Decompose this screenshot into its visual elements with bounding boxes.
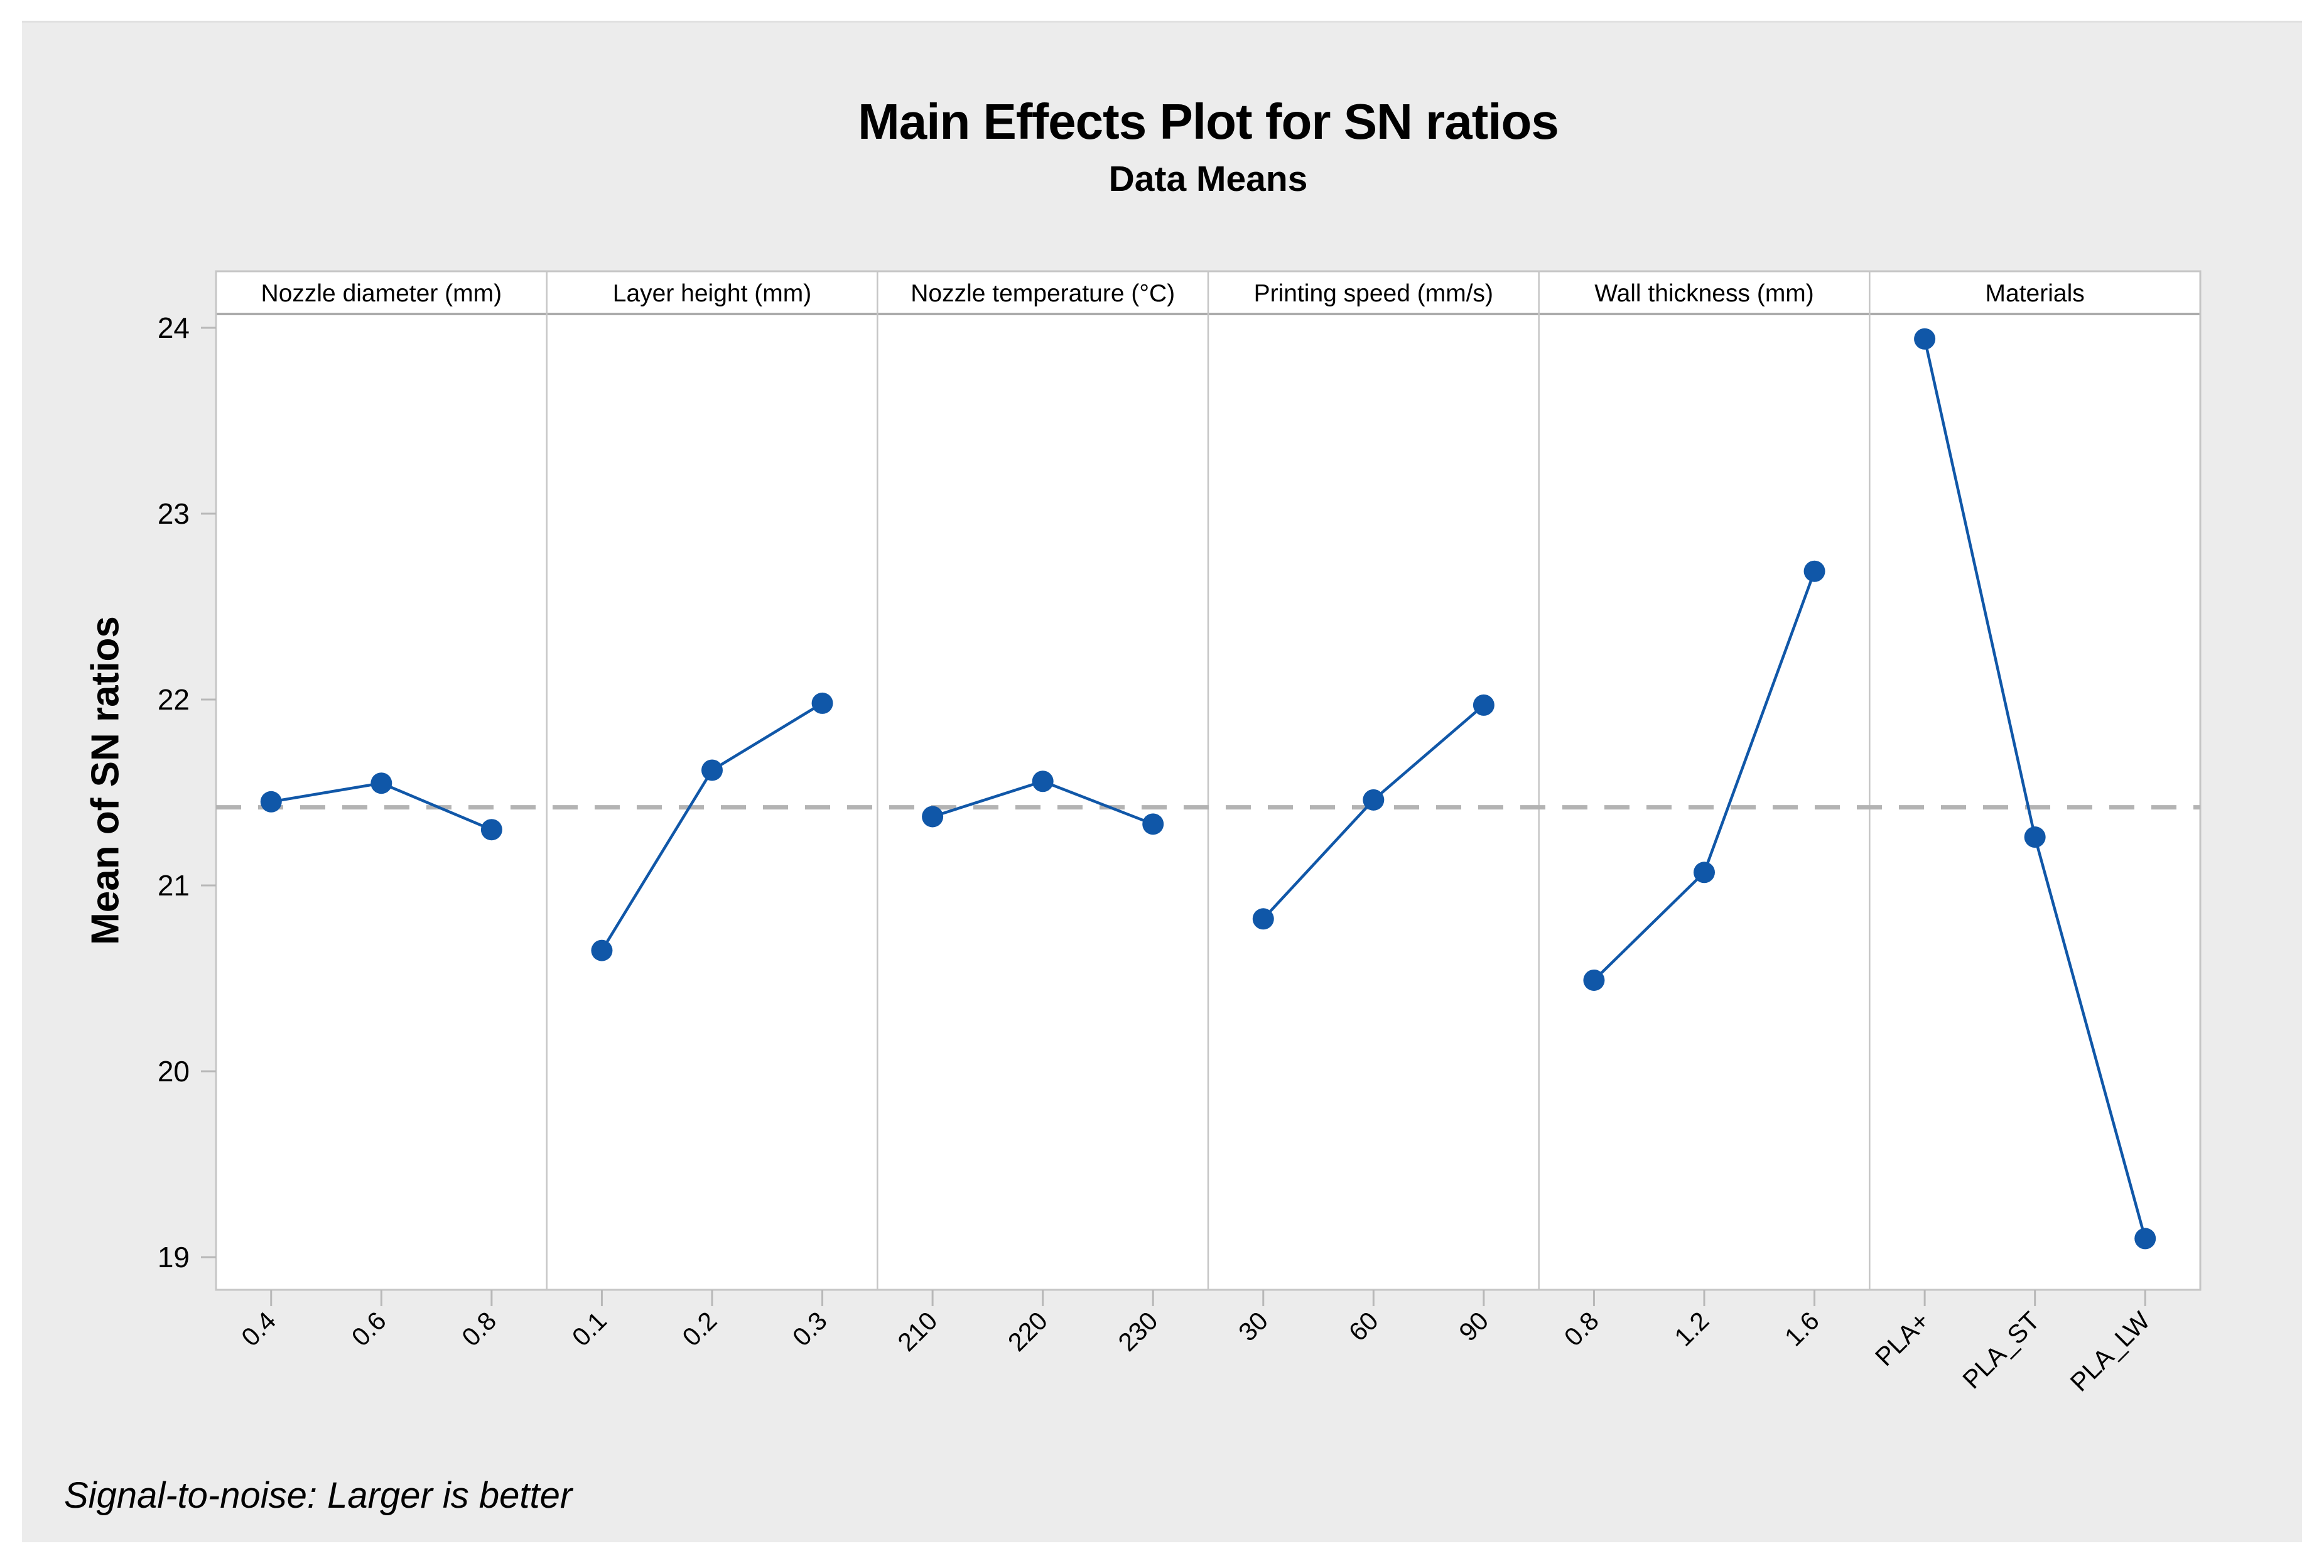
data-point xyxy=(922,806,944,828)
y-axis-tick-label: 22 xyxy=(158,683,190,716)
data-point xyxy=(370,772,392,794)
footer-note: Signal-to-noise: Larger is better xyxy=(64,1475,573,1516)
panel-header-label: Printing speed (mm/s) xyxy=(1254,280,1493,307)
x-axis-tick-label: 60 xyxy=(1343,1306,1384,1347)
x-axis-tick-label: 0.6 xyxy=(346,1306,392,1352)
data-point xyxy=(1473,694,1494,716)
data-point xyxy=(2024,826,2046,848)
x-axis-tick-label: 0.8 xyxy=(1559,1306,1604,1352)
data-point xyxy=(811,692,833,714)
data-point xyxy=(591,939,613,961)
data-point xyxy=(1032,770,1054,792)
panel-header-label: Nozzle temperature (°C) xyxy=(911,280,1175,307)
data-point xyxy=(1142,813,1164,835)
x-axis-tick-label: 90 xyxy=(1453,1306,1494,1347)
y-axis-tick-label: 23 xyxy=(158,497,190,530)
x-axis-tick-label: 0.1 xyxy=(566,1306,612,1352)
data-point xyxy=(1363,789,1385,811)
data-point xyxy=(1252,908,1274,930)
panel-header-label: Layer height (mm) xyxy=(613,280,811,307)
chart-title: Main Effects Plot for SN ratios xyxy=(858,94,1559,149)
y-axis-tick-label: 21 xyxy=(158,869,190,902)
y-axis-tick-label: 19 xyxy=(158,1241,190,1273)
data-point xyxy=(1914,328,1936,350)
x-axis-tick-label: 230 xyxy=(1113,1306,1164,1357)
panel-header-label: Nozzle diameter (mm) xyxy=(261,280,502,307)
y-axis-tick-label: 24 xyxy=(158,311,190,344)
panel-header-label: Wall thickness (mm) xyxy=(1594,280,1814,307)
x-axis-tick-label: 1.6 xyxy=(1779,1306,1825,1352)
data-point xyxy=(260,791,282,813)
x-axis-tick-label: PLA+ xyxy=(1869,1306,1935,1371)
x-axis-tick-label: 0.4 xyxy=(235,1306,281,1352)
x-axis-tick-label: 1.2 xyxy=(1669,1306,1715,1352)
data-point xyxy=(2134,1228,2156,1250)
x-axis-tick-label: 0.8 xyxy=(456,1306,502,1352)
data-point xyxy=(701,759,723,781)
x-axis-tick-label: 210 xyxy=(892,1306,943,1357)
x-axis-tick-label: 0.2 xyxy=(677,1306,723,1352)
x-axis-tick-label: PLA_LW xyxy=(2065,1306,2156,1397)
data-point xyxy=(480,819,502,841)
y-axis-tick-label: 20 xyxy=(158,1055,190,1088)
x-axis-tick-label: 220 xyxy=(1002,1306,1053,1357)
x-axis-tick-label: 30 xyxy=(1233,1306,1273,1347)
panel-header-label: Materials xyxy=(1986,280,2085,307)
chart-subtitle: Data Means xyxy=(1108,159,1308,199)
data-point xyxy=(1583,969,1605,991)
data-point xyxy=(1803,560,1825,582)
x-axis-tick-label: PLA_ST xyxy=(1957,1306,2046,1395)
data-point xyxy=(1694,862,1715,884)
x-axis-tick-label: 0.3 xyxy=(787,1306,833,1352)
